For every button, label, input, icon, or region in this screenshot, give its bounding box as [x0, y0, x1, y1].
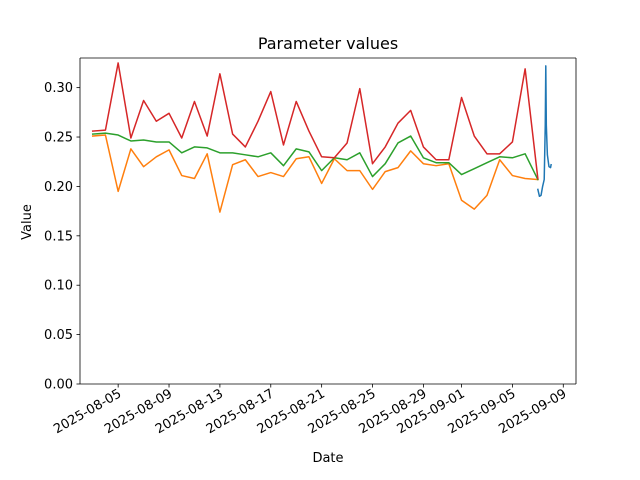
y-tick-label: 0.30 [44, 81, 73, 96]
series-line-2 [91, 134, 539, 213]
y-tick-label: 0.15 [44, 229, 73, 244]
y-tick-label: 0.00 [44, 378, 73, 393]
series-line-4 [91, 62, 539, 180]
series-line-1 [536, 65, 552, 198]
y-tick-label: 0.20 [44, 180, 73, 195]
y-tick-label: 0.10 [44, 279, 73, 294]
y-tick-label: 0.05 [44, 328, 73, 343]
y-ticks: 0.00 0.05 0.10 0.15 0.20 0.25 0.30 [44, 81, 80, 393]
axes-layer [79, 57, 577, 385]
y-axis-label: Value [20, 204, 35, 240]
y-tick-label: 0.25 [44, 131, 73, 146]
series-line-3 [91, 132, 539, 181]
series-layer [91, 62, 552, 213]
x-axis-label: Date [312, 451, 343, 466]
chart-title: Parameter values [258, 34, 398, 53]
